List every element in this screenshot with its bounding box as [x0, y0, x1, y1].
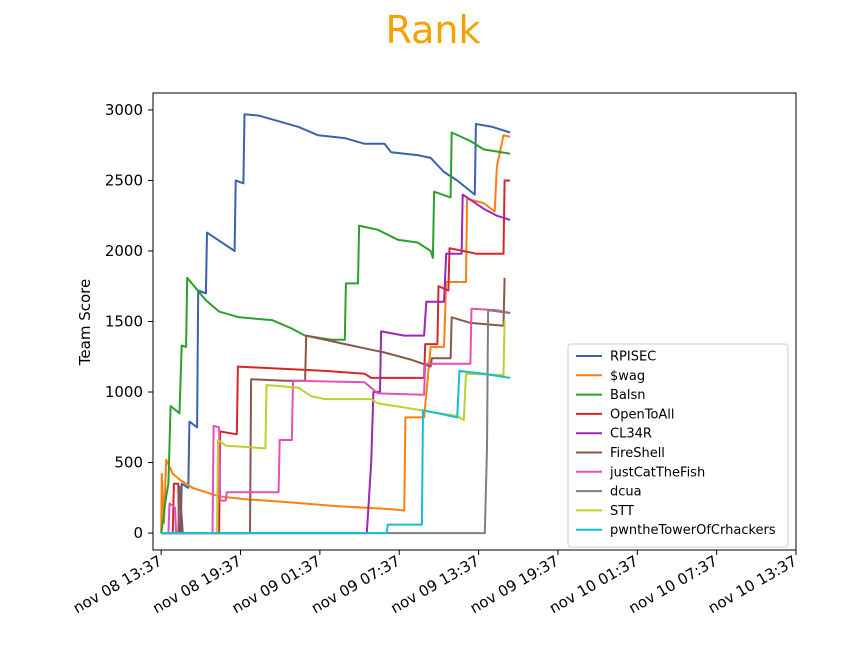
legend-entry: Balsn: [610, 388, 646, 403]
legend-entry: OpenToAll: [610, 407, 675, 422]
x-tick-label: nov 10 01:37: [546, 552, 641, 617]
y-tick-label: 0: [133, 524, 143, 542]
x-tick-label: nov 10 07:37: [626, 552, 721, 617]
y-axis: 0 500 1000 1500 2000 2500 3000: [105, 101, 153, 542]
y-tick-label: 2500: [105, 171, 143, 189]
x-tick-label: nov 09 19:37: [467, 552, 562, 617]
x-tick-label: nov 08 13:37: [70, 552, 165, 617]
legend: RPISEC $wag Balsn OpenToAll CL34R FireShell ju…: [567, 343, 789, 548]
series-line-6: [161, 307, 511, 535]
x-tick-label: nov 10 13:37: [705, 552, 800, 617]
x-tick-label: nov 09 07:37: [308, 552, 403, 617]
legend-entry: CL34R: [610, 427, 652, 442]
y-tick-label: 3000: [105, 101, 143, 119]
x-tick-label: nov 09 13:37: [387, 552, 482, 617]
series-line-9: [161, 369, 511, 535]
legend-entry: RPISEC: [610, 350, 656, 365]
series-line-2: [160, 131, 511, 534]
chart-title: Rank: [385, 8, 481, 52]
y-tick-label: 500: [114, 454, 143, 472]
series-lines: [160, 113, 511, 535]
legend-entry: $wag: [610, 369, 645, 384]
y-tick-label: 1500: [105, 313, 143, 331]
legend-entry: justCatTheFish: [609, 465, 705, 480]
legend-entry: FireShell: [610, 446, 665, 461]
series-line-1: [160, 134, 511, 534]
y-tick-label: 1000: [105, 383, 143, 401]
series-line-8: [161, 321, 506, 535]
x-tick-label: nov 09 01:37: [229, 552, 324, 617]
x-tick-label: nov 08 19:37: [149, 552, 244, 617]
legend-entry: STT: [610, 504, 634, 519]
legend-entry: dcua: [610, 485, 642, 500]
series-line-4: [161, 193, 511, 535]
y-tick-label: 2000: [105, 242, 143, 260]
y-axis-label: Team Score: [76, 279, 94, 366]
legend-box: [567, 343, 789, 548]
legend-entry: pwntheTowerOfCrhackers: [610, 523, 776, 538]
